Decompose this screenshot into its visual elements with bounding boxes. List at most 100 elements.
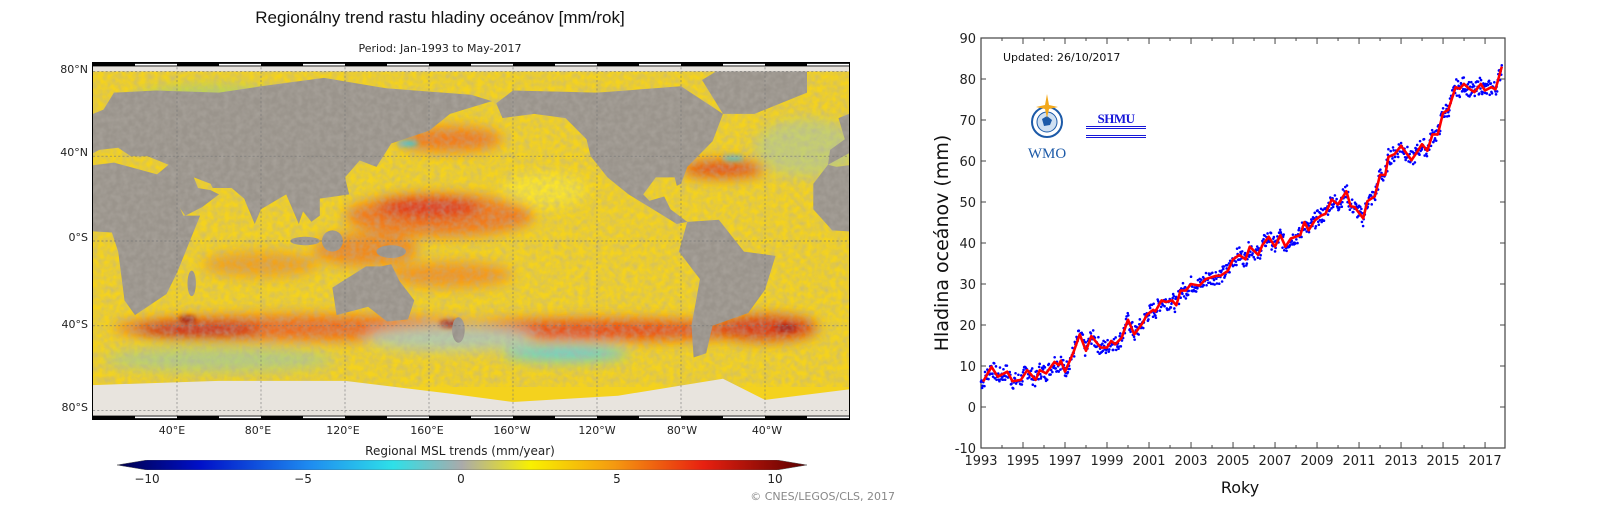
observation-point	[1035, 369, 1039, 373]
observation-point	[1053, 355, 1056, 359]
observation-point	[1235, 263, 1238, 267]
x-tick-label: 2015	[1426, 454, 1459, 469]
observation-point	[1217, 282, 1221, 286]
y-tick-label: 20	[959, 319, 976, 334]
observation-point	[1282, 248, 1286, 252]
observation-point	[1242, 262, 1245, 266]
observation-point	[1465, 93, 1468, 96]
observation-point	[1333, 194, 1337, 197]
observation-point	[1212, 278, 1216, 282]
observation-point	[1464, 89, 1467, 93]
observation-point	[1418, 153, 1421, 157]
observation-point	[1040, 375, 1043, 378]
observation-point	[1397, 143, 1401, 146]
observation-point	[1295, 238, 1298, 241]
observation-point	[1313, 211, 1317, 215]
observation-point	[1096, 350, 1100, 354]
observation-point	[1272, 235, 1276, 239]
observation-point	[1154, 314, 1157, 317]
observation-point	[983, 384, 986, 388]
observation-point	[1500, 64, 1504, 67]
observation-point	[1179, 296, 1182, 300]
observation-point	[1296, 241, 1299, 245]
observation-point	[1104, 351, 1108, 355]
colorbar-label: 10	[767, 472, 783, 486]
observation-point	[1441, 107, 1445, 110]
observation-point	[1181, 281, 1185, 285]
y-tick-label: -10	[955, 442, 976, 457]
lon-label: 80°W	[666, 424, 698, 437]
observation-point	[1307, 222, 1310, 226]
x-tick-label: 2011	[1342, 454, 1375, 469]
observation-point	[1256, 256, 1260, 259]
observation-point	[1132, 335, 1136, 339]
colorbar-label: 5	[613, 472, 621, 486]
observation-point	[1420, 148, 1424, 151]
observation-point	[1222, 265, 1226, 268]
lon-label: 40°E	[158, 424, 186, 437]
observation-point	[1468, 95, 1471, 98]
smoothed-sea-level-line	[981, 66, 1504, 383]
observation-point	[1200, 278, 1203, 281]
observation-point	[1433, 137, 1437, 140]
y-tick-label: 10	[959, 360, 976, 375]
observation-point	[1033, 384, 1037, 388]
observation-point	[1381, 179, 1385, 182]
observation-point	[1478, 92, 1481, 95]
observation-point	[1064, 374, 1068, 378]
observation-point	[1425, 152, 1428, 156]
observation-point	[1147, 318, 1150, 321]
observation-point	[1297, 228, 1300, 232]
observation-point	[1247, 240, 1250, 244]
observation-point	[1181, 292, 1184, 296]
observation-point	[1316, 220, 1320, 224]
observation-point	[1204, 271, 1208, 275]
observation-point	[1380, 171, 1383, 175]
observation-point	[1059, 368, 1062, 371]
observation-point	[1369, 194, 1373, 197]
observation-point	[1273, 250, 1277, 253]
observation-point	[1133, 338, 1136, 341]
observation-point	[1022, 368, 1025, 372]
observation-point	[1030, 367, 1034, 370]
observation-point	[1341, 188, 1345, 191]
lon-label: 120°W	[578, 424, 616, 437]
observation-point	[1154, 316, 1158, 320]
observation-point	[1467, 80, 1471, 84]
observation-point	[1057, 370, 1060, 373]
observation-point	[1225, 263, 1229, 267]
observation-point	[1049, 373, 1052, 376]
observation-point	[1045, 378, 1049, 382]
observation-point	[983, 370, 987, 374]
observation-point	[991, 372, 994, 376]
observation-point	[1047, 362, 1051, 366]
observation-point	[1297, 226, 1301, 230]
observation-point	[1183, 285, 1187, 289]
y-tick-label: 90	[959, 32, 976, 47]
observation-point	[1456, 79, 1460, 83]
observation-point	[1190, 285, 1194, 288]
observation-point	[1114, 336, 1117, 339]
observation-point	[1361, 224, 1365, 228]
observation-point	[1020, 383, 1024, 386]
observation-point	[1413, 161, 1417, 164]
observation-point	[1293, 242, 1297, 245]
observation-point	[1151, 315, 1155, 319]
observation-point	[1392, 159, 1396, 163]
observation-point	[1251, 252, 1254, 255]
observation-point	[1278, 228, 1282, 232]
lat-label: 80°S	[61, 401, 88, 414]
observation-point	[1061, 358, 1065, 362]
observation-point	[1114, 348, 1118, 352]
observation-point	[1258, 257, 1262, 260]
observation-point	[1279, 231, 1283, 234]
observation-point	[1340, 205, 1344, 209]
observation-point	[1215, 277, 1218, 281]
observation-point	[1243, 251, 1247, 255]
observation-point	[1211, 271, 1214, 275]
observation-point	[1328, 208, 1332, 212]
observation-point	[1262, 237, 1265, 241]
observation-point	[1065, 360, 1069, 363]
observation-point	[1469, 93, 1473, 96]
observation-point	[1081, 333, 1085, 336]
